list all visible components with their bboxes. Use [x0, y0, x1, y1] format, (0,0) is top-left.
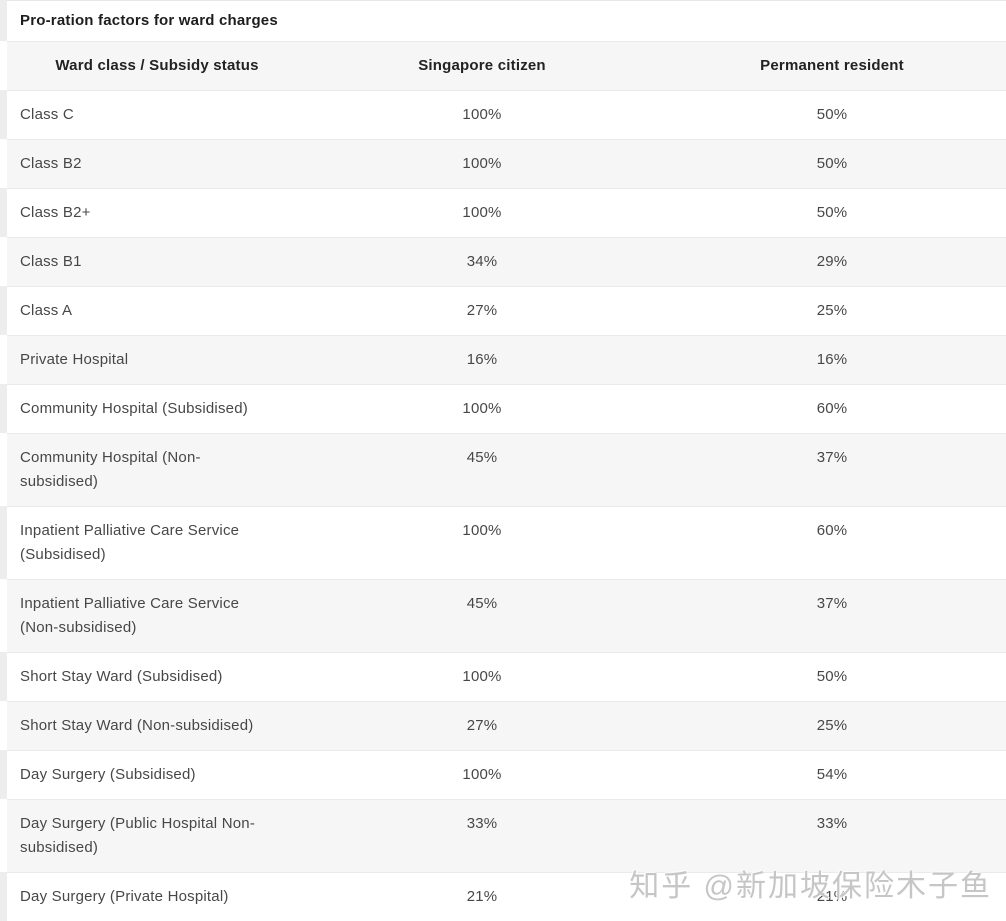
pr-value: 50% — [816, 204, 848, 221]
table-title: Pro-ration factors for ward charges — [20, 12, 278, 29]
ward-class-cell: Community Hospital (Subsidised) — [7, 385, 307, 433]
ward-class-label: Community Hospital (Subsidised) — [20, 400, 248, 417]
ward-class-label: Class B2+ — [20, 204, 91, 221]
citizen-value: 45% — [466, 595, 498, 612]
table-header-row: Ward class / Subsidy status Singapore ci… — [0, 41, 1006, 90]
ward-class-cell: Inpatient Palliative Care Service (Subsi… — [7, 507, 307, 579]
citizen-value: 16% — [466, 351, 498, 368]
ward-class-label: Class A — [20, 302, 73, 319]
pr-value: 37% — [816, 595, 848, 612]
pr-value: 50% — [816, 155, 848, 172]
pr-value: 37% — [816, 449, 848, 466]
table-row: Community Hospital (Subsidised) 100% 60% — [0, 384, 1006, 433]
table-row: Inpatient Palliative Care Service (Non-s… — [0, 579, 1006, 652]
ward-class-label: Short Stay Ward (Subsidised) — [20, 668, 223, 685]
citizen-value: 21% — [466, 888, 498, 905]
header-permanent-resident: Permanent resident — [760, 57, 904, 74]
citizen-value: 100% — [462, 400, 502, 417]
ward-class-cell: Private Hospital — [7, 336, 307, 384]
citizen-value: 100% — [462, 106, 502, 123]
table-row: Inpatient Palliative Care Service (Subsi… — [0, 506, 1006, 579]
ward-class-label: Day Surgery (Subsidised) — [20, 766, 196, 783]
table-row: Class C 100% 50% — [0, 90, 1006, 139]
citizen-value: 100% — [462, 155, 502, 172]
ward-class-cell: Short Stay Ward (Non-subsidised) — [7, 702, 307, 750]
ward-class-cell: Class C — [7, 91, 307, 139]
pr-value: 60% — [816, 400, 848, 417]
citizen-value: 100% — [462, 668, 502, 685]
citizen-value: 34% — [466, 253, 498, 270]
ward-class-label: Short Stay Ward (Non-subsidised) — [20, 717, 254, 734]
citizen-value: 45% — [466, 449, 498, 466]
ward-class-label: Class B1 — [20, 253, 82, 270]
ward-class-cell: Day Surgery (Private Hospital) — [7, 873, 307, 921]
table-title-row: Pro-ration factors for ward charges — [0, 0, 1006, 41]
citizen-value: 100% — [462, 766, 502, 783]
table-row: Class B2 100% 50% — [0, 139, 1006, 188]
ward-class-label: Inpatient Palliative Care Service (Subsi… — [20, 522, 240, 563]
citizen-value: 100% — [462, 204, 502, 221]
pr-value: 50% — [816, 668, 848, 685]
ward-class-label: Day Surgery (Private Hospital) — [20, 888, 229, 905]
ward-class-label: Class C — [20, 106, 74, 123]
ward-class-cell: Inpatient Palliative Care Service (Non-s… — [7, 580, 307, 652]
table-row: Class B1 34% 29% — [0, 237, 1006, 286]
header-singapore-citizen: Singapore citizen — [418, 57, 546, 74]
table-row: Day Surgery (Private Hospital) 21% 21% — [0, 872, 1006, 921]
ward-class-label: Private Hospital — [20, 351, 129, 368]
pr-value: 25% — [816, 717, 848, 734]
table-row: Community Hospital (Non-subsidised) 45% 37… — [0, 433, 1006, 506]
citizen-value: 33% — [466, 815, 498, 832]
ward-class-cell: Class B1 — [7, 238, 307, 286]
ward-class-cell: Class A — [7, 287, 307, 335]
pr-value: 16% — [816, 351, 848, 368]
table-row: Private Hospital 16% 16% — [0, 335, 1006, 384]
pr-value: 60% — [816, 522, 848, 539]
ward-class-label: Inpatient Palliative Care Service (Non-s… — [20, 595, 240, 636]
table-body: Class C 100% 50% Class B2 100% 50% Class B2+ 10… — [0, 90, 1006, 921]
citizen-value: 100% — [462, 522, 502, 539]
table-row: Day Surgery (Public Hospital Non-subsidi… — [0, 799, 1006, 872]
pr-value: 54% — [816, 766, 848, 783]
table-row: Day Surgery (Subsidised) 100% 54% — [0, 750, 1006, 799]
table-row: Short Stay Ward (Non-subsidised) 27% 25% — [0, 701, 1006, 750]
pr-value: 29% — [816, 253, 848, 270]
ward-class-cell: Day Surgery (Subsidised) — [7, 751, 307, 799]
ward-class-cell: Day Surgery (Public Hospital Non-subsidi… — [7, 800, 307, 872]
ward-class-label: Day Surgery (Public Hospital Non-subsidi… — [20, 815, 256, 856]
ward-class-cell: Class B2+ — [7, 189, 307, 237]
ward-class-cell: Community Hospital (Non-subsidised) — [7, 434, 307, 506]
pr-value: 21% — [816, 888, 848, 905]
pr-value: 50% — [816, 106, 848, 123]
ward-class-label: Community Hospital (Non-subsidised) — [20, 449, 201, 490]
table-row: Class B2+ 100% 50% — [0, 188, 1006, 237]
citizen-value: 27% — [466, 302, 498, 319]
table-row: Short Stay Ward (Subsidised) 100% 50% — [0, 652, 1006, 701]
ward-class-label: Class B2 — [20, 155, 82, 172]
citizen-value: 27% — [466, 717, 498, 734]
header-ward-class: Ward class / Subsidy status — [55, 57, 259, 74]
ward-class-cell: Class B2 — [7, 140, 307, 188]
ward-class-cell: Short Stay Ward (Subsidised) — [7, 653, 307, 701]
table-row: Class A 27% 25% — [0, 286, 1006, 335]
pr-value: 33% — [816, 815, 848, 832]
pr-value: 25% — [816, 302, 848, 319]
